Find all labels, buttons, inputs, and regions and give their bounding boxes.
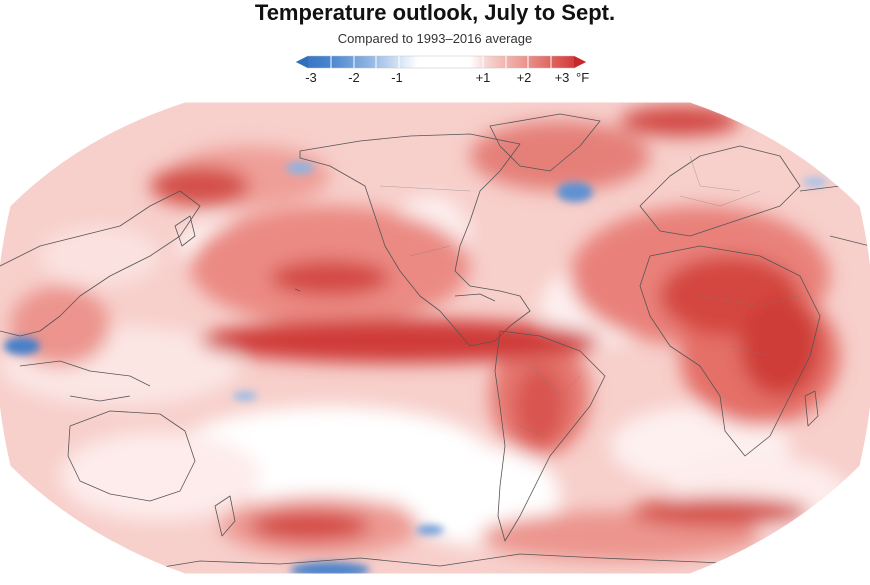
color-legend: -3 -2 -1 +1 +2 +3 °F	[295, 55, 590, 89]
legend-tick: +2	[516, 70, 532, 85]
map-svg	[0, 101, 870, 575]
legend-tick: -1	[391, 70, 403, 85]
anomaly-field	[0, 102, 870, 574]
map-title: Temperature outlook, July to Sept.	[254, 0, 616, 25]
legend-tick: -2	[348, 70, 360, 85]
legend-unit: °F	[576, 70, 590, 85]
legend-tick: -3	[305, 70, 317, 85]
legend-tick: +3	[554, 70, 570, 85]
legend-tick: +1	[475, 70, 491, 85]
legend-color-bar	[295, 55, 587, 69]
globe-outline	[0, 101, 870, 575]
map-subtitle: Compared to 1993–2016 average	[337, 31, 533, 46]
world-temperature-map	[0, 96, 870, 580]
country-borders	[379, 155, 801, 437]
